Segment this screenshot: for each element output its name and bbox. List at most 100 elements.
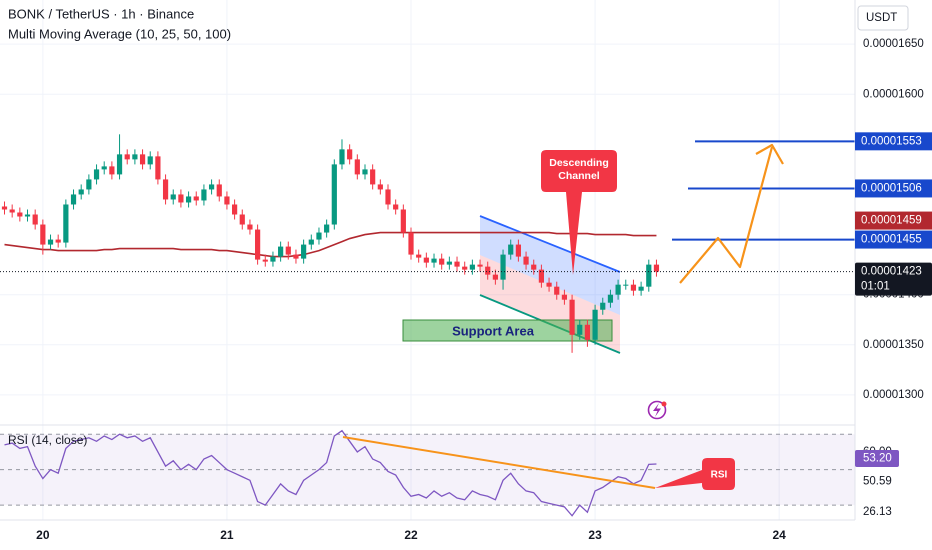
candle-body [170,194,176,200]
level-badge [855,132,932,151]
candle-body [362,169,368,175]
x-tick-label: 21 [220,528,234,542]
price-badge [855,262,932,296]
candle-body [554,286,560,295]
rsi-value-label: 53.20 [863,453,892,465]
candle-body [423,257,429,263]
candle-body [208,184,215,190]
candle-body [416,254,422,258]
price-label: 0.00001423 [861,266,922,278]
x-tick-label: 23 [588,528,602,542]
candle-body [531,264,537,270]
rsi-trendline [342,436,656,489]
candle-body [32,214,38,225]
notification-dot [661,401,667,407]
candle-body [324,224,330,233]
candle-body [178,194,184,203]
x-tick-label: 24 [772,528,786,542]
candle-body [255,229,261,260]
channel-callout-text: Channel [558,170,600,182]
indicator-label: Multi Moving Average (10, 25, 50, 100) [8,26,231,41]
candle-body [431,258,437,263]
currency-button[interactable] [857,5,909,31]
candle-body [9,209,15,213]
grid-layer [0,0,855,520]
y-tick-label: 0.00001600 [863,88,924,100]
candle-body [24,214,31,217]
currency-label: USDT [866,12,897,24]
countdown: 01:01 [861,281,890,293]
projection-path [679,146,774,284]
candle-body [216,184,222,197]
candle-body [93,169,100,180]
candle-body [132,154,138,160]
candle-body [55,239,61,243]
candle-body [462,266,468,270]
candle-body [408,232,414,255]
ma-label: 0.00001459 [861,215,922,227]
candle-body [546,282,552,287]
rsi-title: RSI (14, close) [8,433,87,447]
candle-body [592,309,598,340]
y-tick-label: 0.00001650 [863,38,924,50]
level-badge [855,179,932,198]
candle-body [569,299,575,335]
candle-body [607,294,614,303]
level-label: 0.00001506 [861,182,922,194]
candle-body [239,214,245,225]
candle-body [446,261,452,265]
channel-top-line [479,215,621,273]
support-area [402,319,613,342]
candle-body [515,244,521,257]
candle-body [40,224,46,245]
candle-body [630,284,637,291]
candle-body [538,269,544,283]
channel-upper-fill [480,216,620,315]
candle-body [232,204,238,215]
candle-body [17,212,23,217]
candle-body [308,239,314,245]
candle-body [393,204,399,210]
candle-body [584,324,591,340]
level-label: 0.00001455 [861,234,922,246]
candle-body [109,166,115,175]
candle-body [439,258,445,265]
moving-average [4,231,657,258]
candle-body [185,196,192,203]
candle-body [316,232,322,240]
level-label: 0.00001553 [861,135,922,147]
projection-arrowhead [755,143,784,165]
candle-body [293,254,299,259]
level-badge [855,230,932,249]
candle-body [454,261,460,267]
candle-body [262,259,268,262]
candle-body [201,189,207,201]
candle-body [116,154,123,175]
candle-body [485,266,491,275]
y-tick-label: 0.00001300 [863,389,924,401]
candle-body [139,154,146,165]
candle-body [86,179,92,190]
candle-body [347,149,353,160]
candle-body [354,159,360,175]
candle-body [224,196,230,205]
candle-body [400,209,406,233]
candle-body [70,194,77,205]
support-area-label: Support Area [452,323,535,338]
candle-body [101,166,107,170]
candle-body [147,156,153,165]
x-tick-label: 22 [404,528,418,542]
lightning-icon[interactable] [647,400,667,420]
candle-body [385,189,391,205]
candle-body [162,179,169,200]
candle-body [623,284,629,286]
candle-body [285,246,291,255]
candle-body [577,324,583,335]
candle-body [331,164,337,225]
channel-callout [541,150,617,275]
candle-body [47,239,54,245]
candle-body [653,264,660,272]
ma-badge [855,211,932,230]
